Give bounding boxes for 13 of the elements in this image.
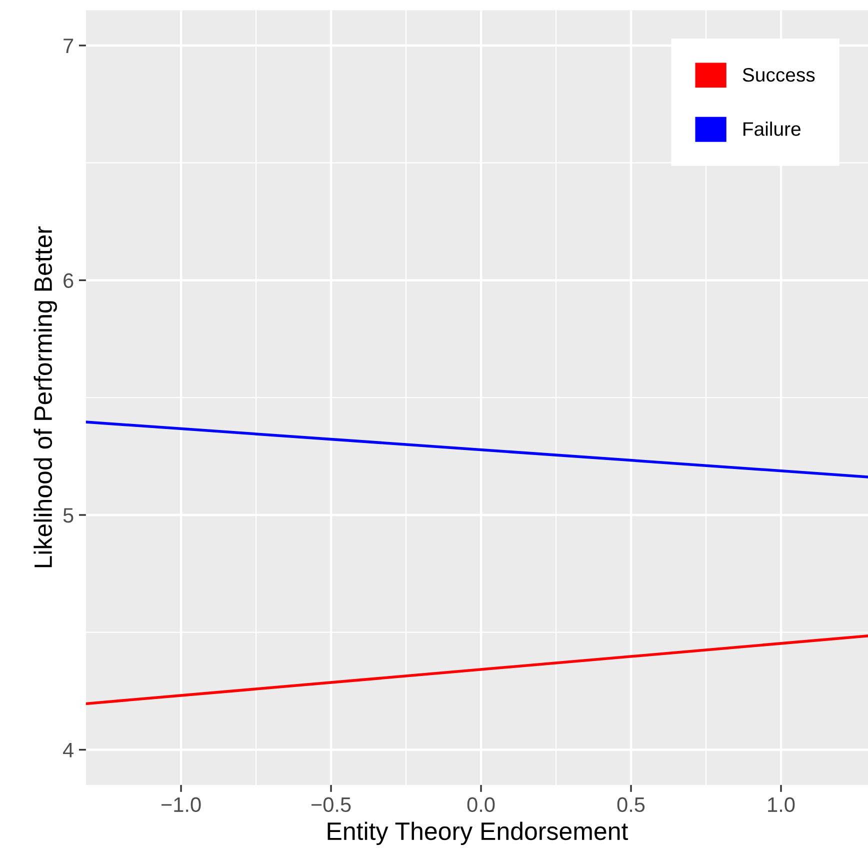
x-tick-label: −0.5 <box>311 797 351 812</box>
x-axis-title: Entity Theory Endorsement <box>328 822 628 846</box>
y-tick-label: 4 <box>63 742 74 758</box>
y-tick-label: 5 <box>63 508 74 523</box>
x-tick-label: 1.0 <box>768 797 795 812</box>
x-tick-label: −1.0 <box>161 797 201 812</box>
y-axis-title: Likelihood of Performing Better <box>34 226 57 568</box>
x-tick-label: 0.0 <box>467 797 495 812</box>
legend-label: Success <box>742 68 815 82</box>
x-tick-label: 0.5 <box>617 797 645 812</box>
legend-label: Failure <box>744 122 800 136</box>
y-tick-label: 7 <box>64 38 74 54</box>
y-tick-label: 6 <box>64 273 74 288</box>
